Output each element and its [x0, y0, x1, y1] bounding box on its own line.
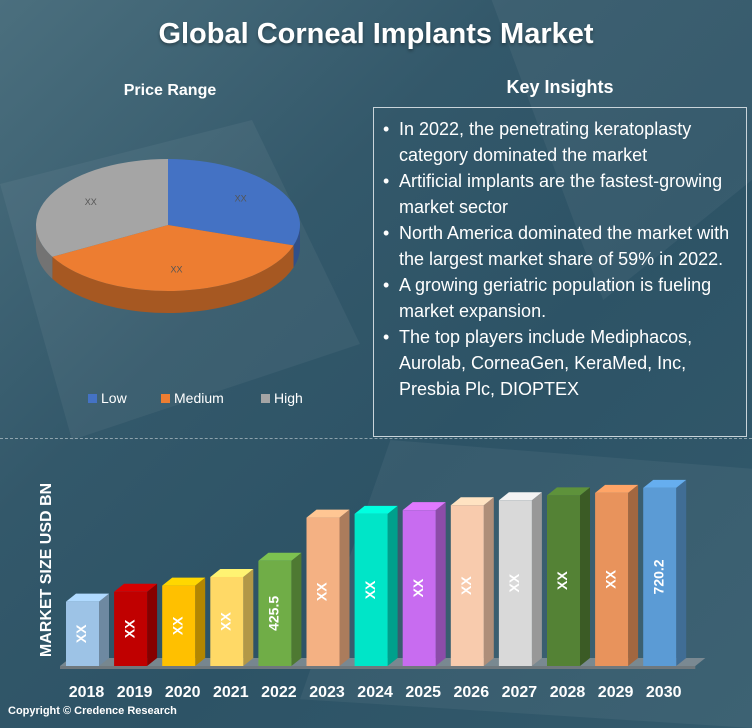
bar-top	[306, 509, 350, 518]
bar-side	[291, 552, 302, 666]
bar-top	[162, 577, 206, 586]
legend-swatch-high	[261, 393, 270, 403]
legend-item-medium: Medium	[161, 390, 224, 406]
insight-item: Artificial implants are the fastest-grow…	[378, 168, 743, 220]
bar-2019	[114, 591, 148, 666]
pie-chart-title: Price Range	[123, 82, 217, 99]
x-tick-label: 2019	[117, 684, 153, 701]
x-tick-label: 2018	[69, 684, 105, 701]
insight-item: The top players include Mediphacos, Auro…	[378, 324, 743, 402]
bar-chart-y-axis-label: MARKET SIZE USD BN	[38, 482, 55, 658]
copyright-text: Copyright © Credence Research	[8, 705, 177, 717]
legend-label-low: Low	[101, 390, 127, 406]
bar-data-label: XX	[73, 624, 89, 643]
background-facet	[300, 440, 752, 728]
insights-box	[373, 107, 747, 437]
bar-side	[243, 568, 254, 666]
bar-data-label: XX	[314, 582, 330, 601]
bar-top	[114, 583, 158, 592]
legend-label-high: High	[274, 390, 303, 406]
bar-data-label: 425.5	[266, 596, 282, 631]
bar-top	[258, 552, 302, 561]
insight-item: North America dominated the market with …	[378, 220, 743, 272]
bar-2020	[162, 585, 196, 666]
legend-label-medium: Medium	[174, 390, 224, 406]
bar-data-label: XX	[169, 616, 185, 635]
bar-top	[210, 568, 254, 577]
insights-list: In 2022, the penetrating keratoplasty ca…	[378, 116, 743, 402]
page-title: Global Corneal Implants Market	[158, 18, 594, 50]
insight-item: In 2022, the penetrating keratoplasty ca…	[378, 116, 743, 168]
legend-item-low: Low	[88, 390, 127, 406]
x-tick-label: 2021	[213, 684, 249, 701]
bar-data-label: XX	[218, 611, 234, 630]
bar-2018	[66, 601, 99, 666]
bar-2021	[210, 576, 244, 666]
x-tick-label: 2022	[261, 684, 297, 701]
bar-2022	[258, 560, 292, 666]
legend-swatch-low	[88, 393, 97, 403]
section-divider	[0, 438, 752, 439]
bar-top	[66, 593, 109, 602]
legend-swatch-medium	[161, 393, 170, 403]
bar-side	[147, 583, 158, 666]
insight-item: A growing geriatric population is fuelin…	[378, 272, 743, 324]
insights-heading: Key Insights	[506, 77, 614, 97]
bar-side	[99, 593, 109, 666]
legend-item-high: High	[261, 390, 303, 406]
x-tick-label: 2020	[165, 684, 201, 701]
bar-side	[195, 577, 206, 666]
bar-data-label: XX	[121, 619, 137, 638]
